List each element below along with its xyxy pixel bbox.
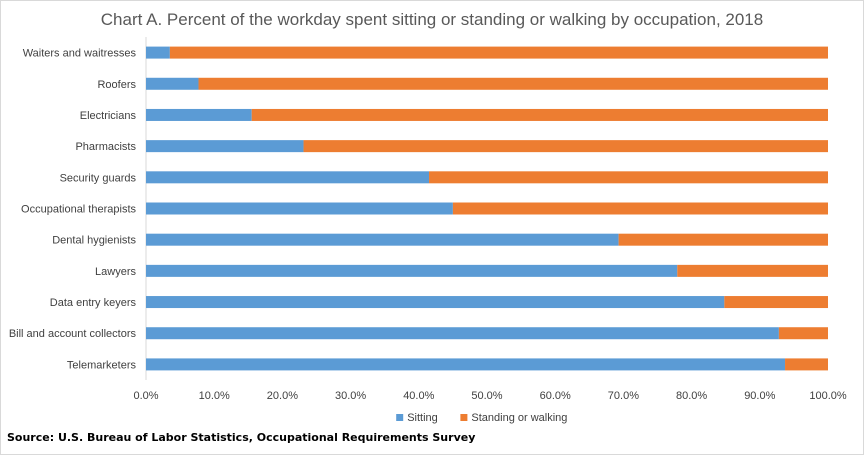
x-tick-label: 60.0% <box>540 390 571 402</box>
bar-sitting-bill-and-account-collectors <box>146 327 779 340</box>
bar-standing-or-walking-lawyers <box>677 264 828 277</box>
category-label-bill-and-account-collectors: Bill and account collectors <box>9 328 137 340</box>
bar-standing-or-walking-data-entry-keyers <box>724 296 828 309</box>
bar-sitting-telemarketers <box>146 358 786 371</box>
category-label-waiters-and-waitresses: Waiters and waitresses <box>23 48 137 60</box>
x-tick-label: 80.0% <box>676 390 707 402</box>
source-note: Source: U.S. Bureau of Labor Statistics,… <box>7 431 476 444</box>
x-tick-label: 70.0% <box>608 390 639 402</box>
bar-sitting-occupational-therapists <box>146 202 453 215</box>
bar-standing-or-walking-pharmacists <box>303 140 828 153</box>
category-label-security-guards: Security guards <box>60 172 137 184</box>
category-label-data-entry-keyers: Data entry keyers <box>50 297 137 309</box>
x-tick-label: 0.0% <box>133 390 158 402</box>
category-label-lawyers: Lawyers <box>95 266 136 278</box>
bar-standing-or-walking-telemarketers <box>785 358 828 371</box>
legend-label-standing-or-walking: Standing or walking <box>471 412 567 424</box>
x-tick-label: 100.0% <box>809 390 847 402</box>
bar-standing-or-walking-dental-hygienists <box>618 233 828 246</box>
category-label-electricians: Electricians <box>80 110 137 122</box>
legend-swatch-standing-or-walking <box>460 414 468 421</box>
bar-sitting-lawyers <box>146 264 678 277</box>
bar-sitting-security-guards <box>146 171 430 184</box>
category-label-pharmacists: Pharmacists <box>75 141 136 153</box>
bar-standing-or-walking-bill-and-account-collectors <box>778 327 828 340</box>
x-tick-label: 10.0% <box>199 390 230 402</box>
x-tick-label: 40.0% <box>403 390 434 402</box>
chart-title: Chart A. Percent of the workday spent si… <box>100 10 764 29</box>
category-label-dental-hygienists: Dental hygienists <box>52 235 136 247</box>
category-label-telemarketers: Telemarketers <box>67 359 137 371</box>
bar-standing-or-walking-roofers <box>198 77 828 90</box>
bar-sitting-dental-hygienists <box>146 233 619 246</box>
legend-label-sitting: Sitting <box>407 412 438 424</box>
x-tick-label: 30.0% <box>335 390 366 402</box>
category-label-roofers: Roofers <box>97 79 136 91</box>
x-tick-label: 50.0% <box>471 390 502 402</box>
x-tick-label: 20.0% <box>267 390 298 402</box>
bar-sitting-pharmacists <box>146 140 304 153</box>
bar-standing-or-walking-occupational-therapists <box>452 202 828 215</box>
legend-swatch-sitting <box>396 414 404 421</box>
bar-sitting-roofers <box>146 77 199 90</box>
bar-sitting-waiters-and-waitresses <box>146 46 170 59</box>
bar-standing-or-walking-security-guards <box>429 171 828 184</box>
bar-sitting-data-entry-keyers <box>146 296 725 309</box>
x-tick-label: 90.0% <box>744 390 775 402</box>
bar-sitting-electricians <box>146 108 252 121</box>
bar-standing-or-walking-waiters-and-waitresses <box>169 46 828 59</box>
bar-standing-or-walking-electricians <box>251 108 828 121</box>
category-label-occupational-therapists: Occupational therapists <box>21 204 136 216</box>
